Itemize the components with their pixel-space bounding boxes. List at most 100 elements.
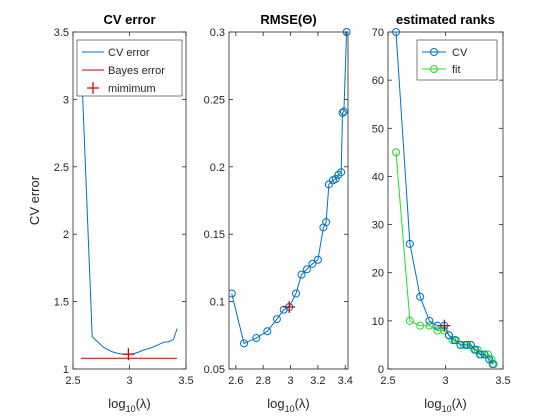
- panel-3: 2.5 3 3.5 0 10 20 30 40 50 60 70 estimated ranks log…: [372, 12, 511, 414]
- legend-entry-minimum-swatch: [87, 82, 99, 94]
- rmse-point: [240, 339, 249, 348]
- y-tick-label: 10: [372, 316, 384, 328]
- cv-rank-point: [462, 340, 471, 349]
- x-tick-label: 3.5: [495, 375, 510, 387]
- plot-frame: [228, 31, 349, 370]
- fit-point: [416, 321, 425, 330]
- rmse-point: [342, 28, 351, 36]
- minimum-marker: [283, 300, 296, 313]
- rmse-point: [334, 170, 343, 179]
- legend-entry-cv-error-label: CV error: [108, 47, 150, 59]
- rmse-point: [302, 265, 311, 274]
- rmse-point: [252, 333, 261, 342]
- rmse-point: [308, 259, 317, 268]
- x-axis-label-tail: (λ): [295, 396, 310, 411]
- rmse-point: [229, 289, 236, 298]
- x-axis-label-base: log: [108, 396, 125, 411]
- cv-rank-point: [476, 350, 484, 359]
- cv-rank-point: [450, 336, 459, 345]
- x-axis-label-subscript: 10: [126, 404, 136, 414]
- chart-title: estimated ranks: [396, 12, 495, 27]
- legend-entry-fit-swatch-marker: [430, 65, 438, 73]
- plot-area: [392, 28, 498, 369]
- fit-point: [425, 321, 434, 330]
- legend-entry-cv-swatch-marker: [430, 48, 438, 56]
- x-tick-label: 3.4: [338, 375, 353, 387]
- legend-entry-fit-label: fit: [452, 64, 461, 76]
- x-axis-label: log10(λ): [424, 396, 467, 414]
- panel-1: 2.5 3 3.5 1 1.5 2 2.5 3 3.5 CV error log10(λ) CV er…: [27, 12, 194, 414]
- y-tick-label: 0.25: [204, 94, 225, 106]
- y-tick-label: 3: [63, 94, 69, 106]
- x-tick-label: 3: [287, 375, 293, 387]
- rmse-point: [337, 168, 346, 177]
- legend-entry-bayes-error-label: Bayes error: [108, 65, 165, 77]
- y-tick-label: 60: [372, 75, 384, 87]
- legend: CV fit: [416, 39, 498, 81]
- cv-rank-point: [425, 316, 434, 325]
- legend-box: [416, 39, 498, 81]
- y-tick-label: 0.1: [210, 297, 225, 309]
- minimum-marker: [122, 348, 135, 361]
- x-tick-label: 2.6: [228, 375, 243, 387]
- x-tick-label: 2.8: [256, 375, 271, 387]
- y-axis-label: CV error: [27, 175, 42, 225]
- y-tick-label: 40: [372, 171, 384, 183]
- cv-rank-point: [471, 345, 480, 354]
- legend: CV error Bayes error mimimum: [76, 39, 183, 97]
- fit-point: [392, 148, 401, 157]
- x-axis-label: log10(λ): [108, 396, 151, 414]
- y-tick-label: 70: [372, 27, 384, 39]
- y-tick-label: 2: [63, 229, 69, 241]
- x-tick-label: 3.5: [178, 375, 193, 387]
- x-tick-label: 3: [126, 375, 132, 387]
- y-tick-label: 0.05: [204, 364, 225, 376]
- y-tick-label: 20: [372, 268, 384, 280]
- rmse-point: [324, 180, 333, 189]
- legend-entry-cv-label: CV: [452, 47, 468, 59]
- plot-area: [229, 28, 351, 348]
- fit-point: [405, 316, 414, 325]
- chart-title: CV error: [103, 12, 155, 27]
- x-tick-label: 2.5: [65, 375, 80, 387]
- cv-rank-point: [405, 239, 414, 248]
- cv-error-line: [80, 52, 178, 355]
- y-tick-label: 0.3: [210, 27, 225, 39]
- cv-rank-point: [466, 340, 475, 349]
- x-axis-label-tail: (λ): [452, 396, 467, 411]
- chart-title: RMSE(Θ): [260, 12, 316, 27]
- plot-frame: [387, 31, 504, 370]
- y-tick-label: 50: [372, 123, 384, 135]
- y-tick-label: 30: [372, 220, 384, 232]
- x-axis-label-tail: (λ): [136, 396, 151, 411]
- minimum-marker: [438, 319, 451, 332]
- cv-rank-point: [392, 28, 401, 36]
- cv-rank-point: [488, 360, 497, 369]
- rmse-point: [292, 289, 301, 298]
- y-tick-label: 0: [378, 364, 384, 376]
- y-tick-label: 2.5: [54, 162, 69, 174]
- rmse-point: [322, 218, 331, 227]
- legend-entry-minimum-label: mimimum: [108, 83, 156, 95]
- legend-box: [76, 39, 183, 97]
- cv-rank-point: [480, 350, 489, 359]
- rmse-point: [272, 315, 281, 324]
- x-tick-label: 2.5: [380, 375, 395, 387]
- y-tick-label: 0.15: [204, 229, 225, 241]
- rmse-point: [331, 174, 340, 183]
- x-axis-label-base: log: [267, 396, 284, 411]
- x-tick-label: 3: [442, 375, 448, 387]
- rmse-point: [263, 327, 272, 336]
- plot-area: [80, 52, 178, 361]
- x-axis-label-base: log: [424, 396, 441, 411]
- x-axis-label: log10(λ): [267, 396, 310, 414]
- y-tick-label: 1.5: [54, 297, 69, 309]
- y-tick-label: 3.5: [54, 27, 69, 39]
- y-tick-label: 0.2: [210, 162, 225, 174]
- rmse-point: [338, 108, 347, 117]
- x-tick-label: 3.2: [310, 375, 325, 387]
- panel-2: 2.6 2.8 3 3.2 3.4 0.05 0.1 0.15 0.2 0.25 0.3 RMSE(Θ…: [204, 12, 353, 414]
- cv-rank-point: [416, 292, 425, 301]
- rmse-point: [313, 255, 322, 264]
